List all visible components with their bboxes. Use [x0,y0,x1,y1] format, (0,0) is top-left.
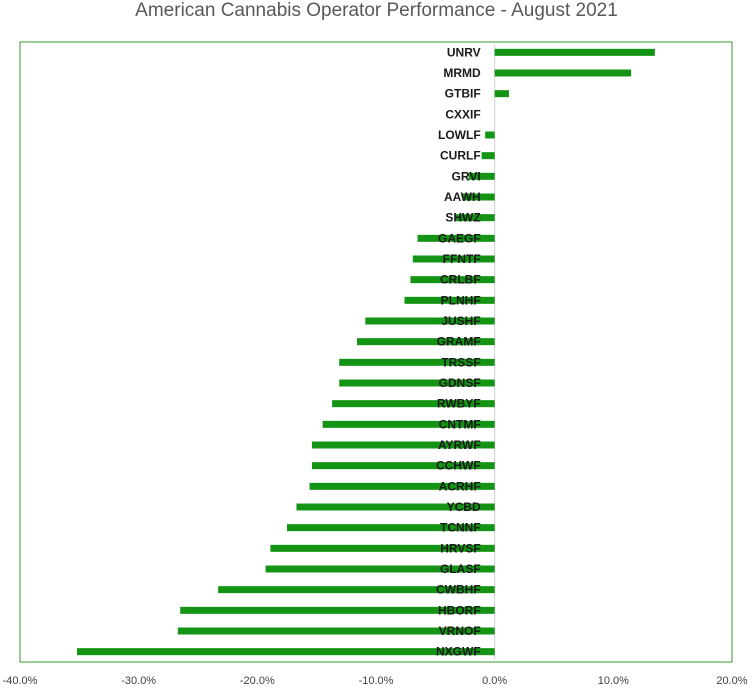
plot-area-frame [19,41,733,663]
bar-grvi [468,172,495,180]
bar-cntmf [322,420,495,428]
category-label-ffntf: FFNTF [443,252,481,266]
category-label-shwz: SHWZ [445,211,480,225]
category-label-gdnsf: GDNSF [439,376,481,390]
category-label-unrv: UNRV [447,45,481,59]
category-label-hborf: HBORF [438,603,481,617]
bar-acrhf [309,482,495,490]
bar-gtbif [494,90,509,98]
bar-hrvsf [270,544,495,552]
bar-cwbhf [218,586,495,594]
category-label-ayrwf: AYRWF [438,438,481,452]
category-label-vrnof: VRNOF [439,624,481,638]
x-tick-label: -10.0% [359,675,394,687]
bar-gramf [357,338,495,346]
category-label-tcnnf: TCNNF [440,521,481,535]
category-label-rwbyf: RWBYF [437,397,481,411]
x-tick-label: -20.0% [240,675,275,687]
x-tick-label: -40.0% [3,675,38,687]
category-label-hrvsf: HRVSF [440,541,480,555]
bar-mrmd [494,69,632,77]
bar-plnhf [404,296,495,304]
category-label-cxxif: CXXIF [445,107,480,121]
category-label-lowlf: LOWLF [438,128,481,142]
category-label-crlbf: CRLBF [440,273,481,287]
category-label-ycbd: YCBD [447,500,481,514]
bar-glasf [265,565,495,573]
category-label-acrhf: ACRHF [439,479,481,493]
chart-title: American Cannabis Operator Performance -… [135,0,618,21]
category-label-aawh: AAWH [444,190,481,204]
category-label-gramf: GRAMF [437,335,481,349]
x-tick-label: -30.0% [121,675,156,687]
bar-vrnof [177,627,495,635]
bar-crlbf [410,276,495,284]
category-label-grvi: GRVI [452,169,481,183]
bar-hborf [180,606,495,614]
category-label-plnhf: PLNHF [441,293,481,307]
x-tick-label: 10.0% [598,675,629,687]
category-label-curlf: CURLF [440,149,481,163]
bar-tcnnf [287,524,495,532]
category-labels: UNRV MRMD GTBIF CXXIF LOWLF CURLF GRVI AAWH SHWZ… [436,45,481,658]
category-label-mrmd: MRMD [443,66,481,80]
bar-ayrwf [311,441,495,449]
category-label-glasf: GLASF [440,562,481,576]
bar-ycbd [296,503,495,511]
bar-trssf [339,358,495,366]
bar-aawh [462,193,495,201]
bar-gdnsf [339,379,495,387]
bar-cchwf [311,462,495,470]
bar-shwz [455,214,495,222]
bar-ffntf [412,255,495,263]
bar-curlf [481,152,495,160]
category-label-cwbhf: CWBHF [436,583,481,597]
category-label-gtbif: GTBIF [445,87,481,101]
bars-layer [76,48,655,656]
bar-gaegf [417,234,495,242]
bar-nxgwf [76,648,495,656]
bar-lowlf [485,131,495,139]
x-tick-label: 20.0% [716,675,747,687]
bar-rwbyf [332,400,495,408]
bar-jushf [365,317,495,325]
category-label-nxgwf: NXGWF [436,645,481,659]
category-label-trssf: TRSSF [441,355,480,369]
bar-unrv [494,48,655,56]
category-label-cchwf: CCHWF [436,459,481,473]
category-label-jushf: JUSHF [441,314,480,328]
category-label-gaegf: GAEGF [438,231,481,245]
x-axis-tick-labels: -40.0% -30.0% -20.0% -10.0% 0.0% 10.0% 20.0% [3,675,748,687]
category-label-cntmf: CNTMF [439,417,481,431]
x-tick-label: 0.0% [482,675,507,687]
